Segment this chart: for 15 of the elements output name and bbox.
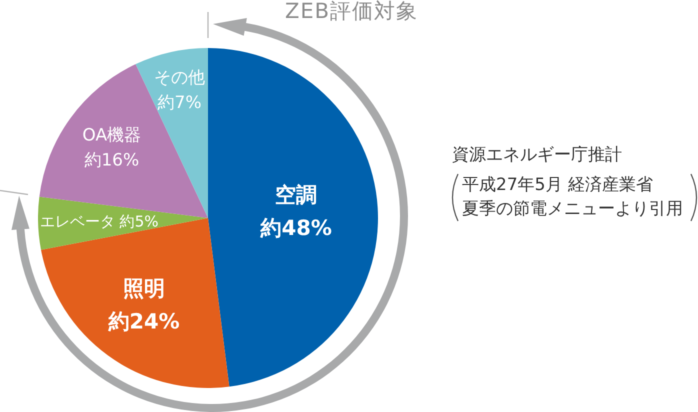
pie-slice	[208, 48, 378, 387]
text: 資源エネルギー庁推計	[452, 145, 622, 166]
text: ZEB評価対象	[285, 0, 418, 24]
data-label: 約24%	[107, 310, 180, 334]
slice-label: 空調	[275, 182, 318, 207]
slice-label: OA機器	[82, 126, 142, 146]
text: 平成27年5月 経済産業省	[462, 175, 653, 196]
pie-slice	[38, 196, 208, 250]
data-label: 約7%	[158, 93, 202, 114]
slice-label: エレベータ 約5%	[40, 212, 159, 230]
slice-label: 照明	[123, 276, 166, 301]
data-label: 約16%	[84, 150, 140, 171]
data-label: 約48%	[260, 216, 332, 240]
slice-label: その他	[154, 68, 206, 88]
text: 夏季の節電メニューより引用	[462, 199, 683, 220]
